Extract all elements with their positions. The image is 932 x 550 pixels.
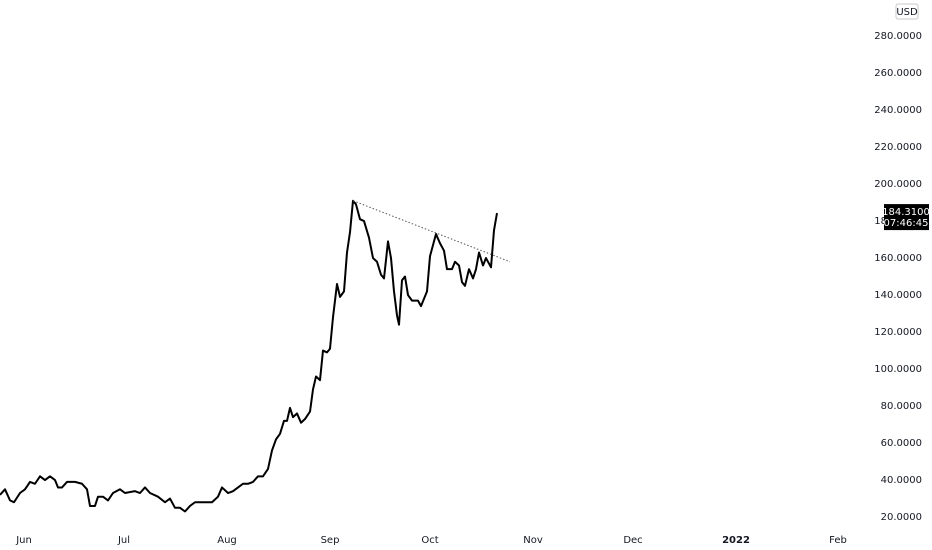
x-tick-label: Feb xyxy=(829,535,847,546)
x-tick-label: Sep xyxy=(321,535,340,546)
y-tick-label: 120.0000 xyxy=(874,327,922,338)
y-tick-label: 40.0000 xyxy=(881,475,922,486)
countdown: 07:46:45 xyxy=(884,218,929,229)
x-tick-label: Aug xyxy=(217,535,237,546)
y-tick-label: 20.0000 xyxy=(881,512,922,523)
y-tick-label: 100.0000 xyxy=(874,364,922,375)
y-tick-label: 220.0000 xyxy=(874,142,922,153)
currency[interactable]: USD xyxy=(896,7,918,18)
trendline xyxy=(352,200,511,263)
y-tick-label: 200.0000 xyxy=(874,179,922,190)
y-tick-label: 60.0000 xyxy=(881,438,922,449)
last-price-box xyxy=(884,204,929,231)
last-price-label: 184.3100 xyxy=(882,207,930,218)
x-tick-label: Jun xyxy=(15,535,32,546)
y-tick-label: 140.0000 xyxy=(874,290,922,301)
price-line xyxy=(0,199,498,513)
x-tick-label: Oct xyxy=(421,535,438,546)
y-tick-label: 80.0000 xyxy=(881,401,922,412)
x-tick-label: Dec xyxy=(623,535,642,546)
x-tick-label: 2022 xyxy=(722,535,750,546)
y-tick-label: 240.0000 xyxy=(874,105,922,116)
y-tick-label: 160.0000 xyxy=(874,253,922,264)
y-tick-label: 280.0000 xyxy=(874,31,922,42)
currency-box[interactable] xyxy=(895,3,919,20)
y-tick-label: 260.0000 xyxy=(874,68,922,79)
x-tick-label: Jul xyxy=(117,535,130,546)
x-tick-label: Nov xyxy=(523,535,543,546)
